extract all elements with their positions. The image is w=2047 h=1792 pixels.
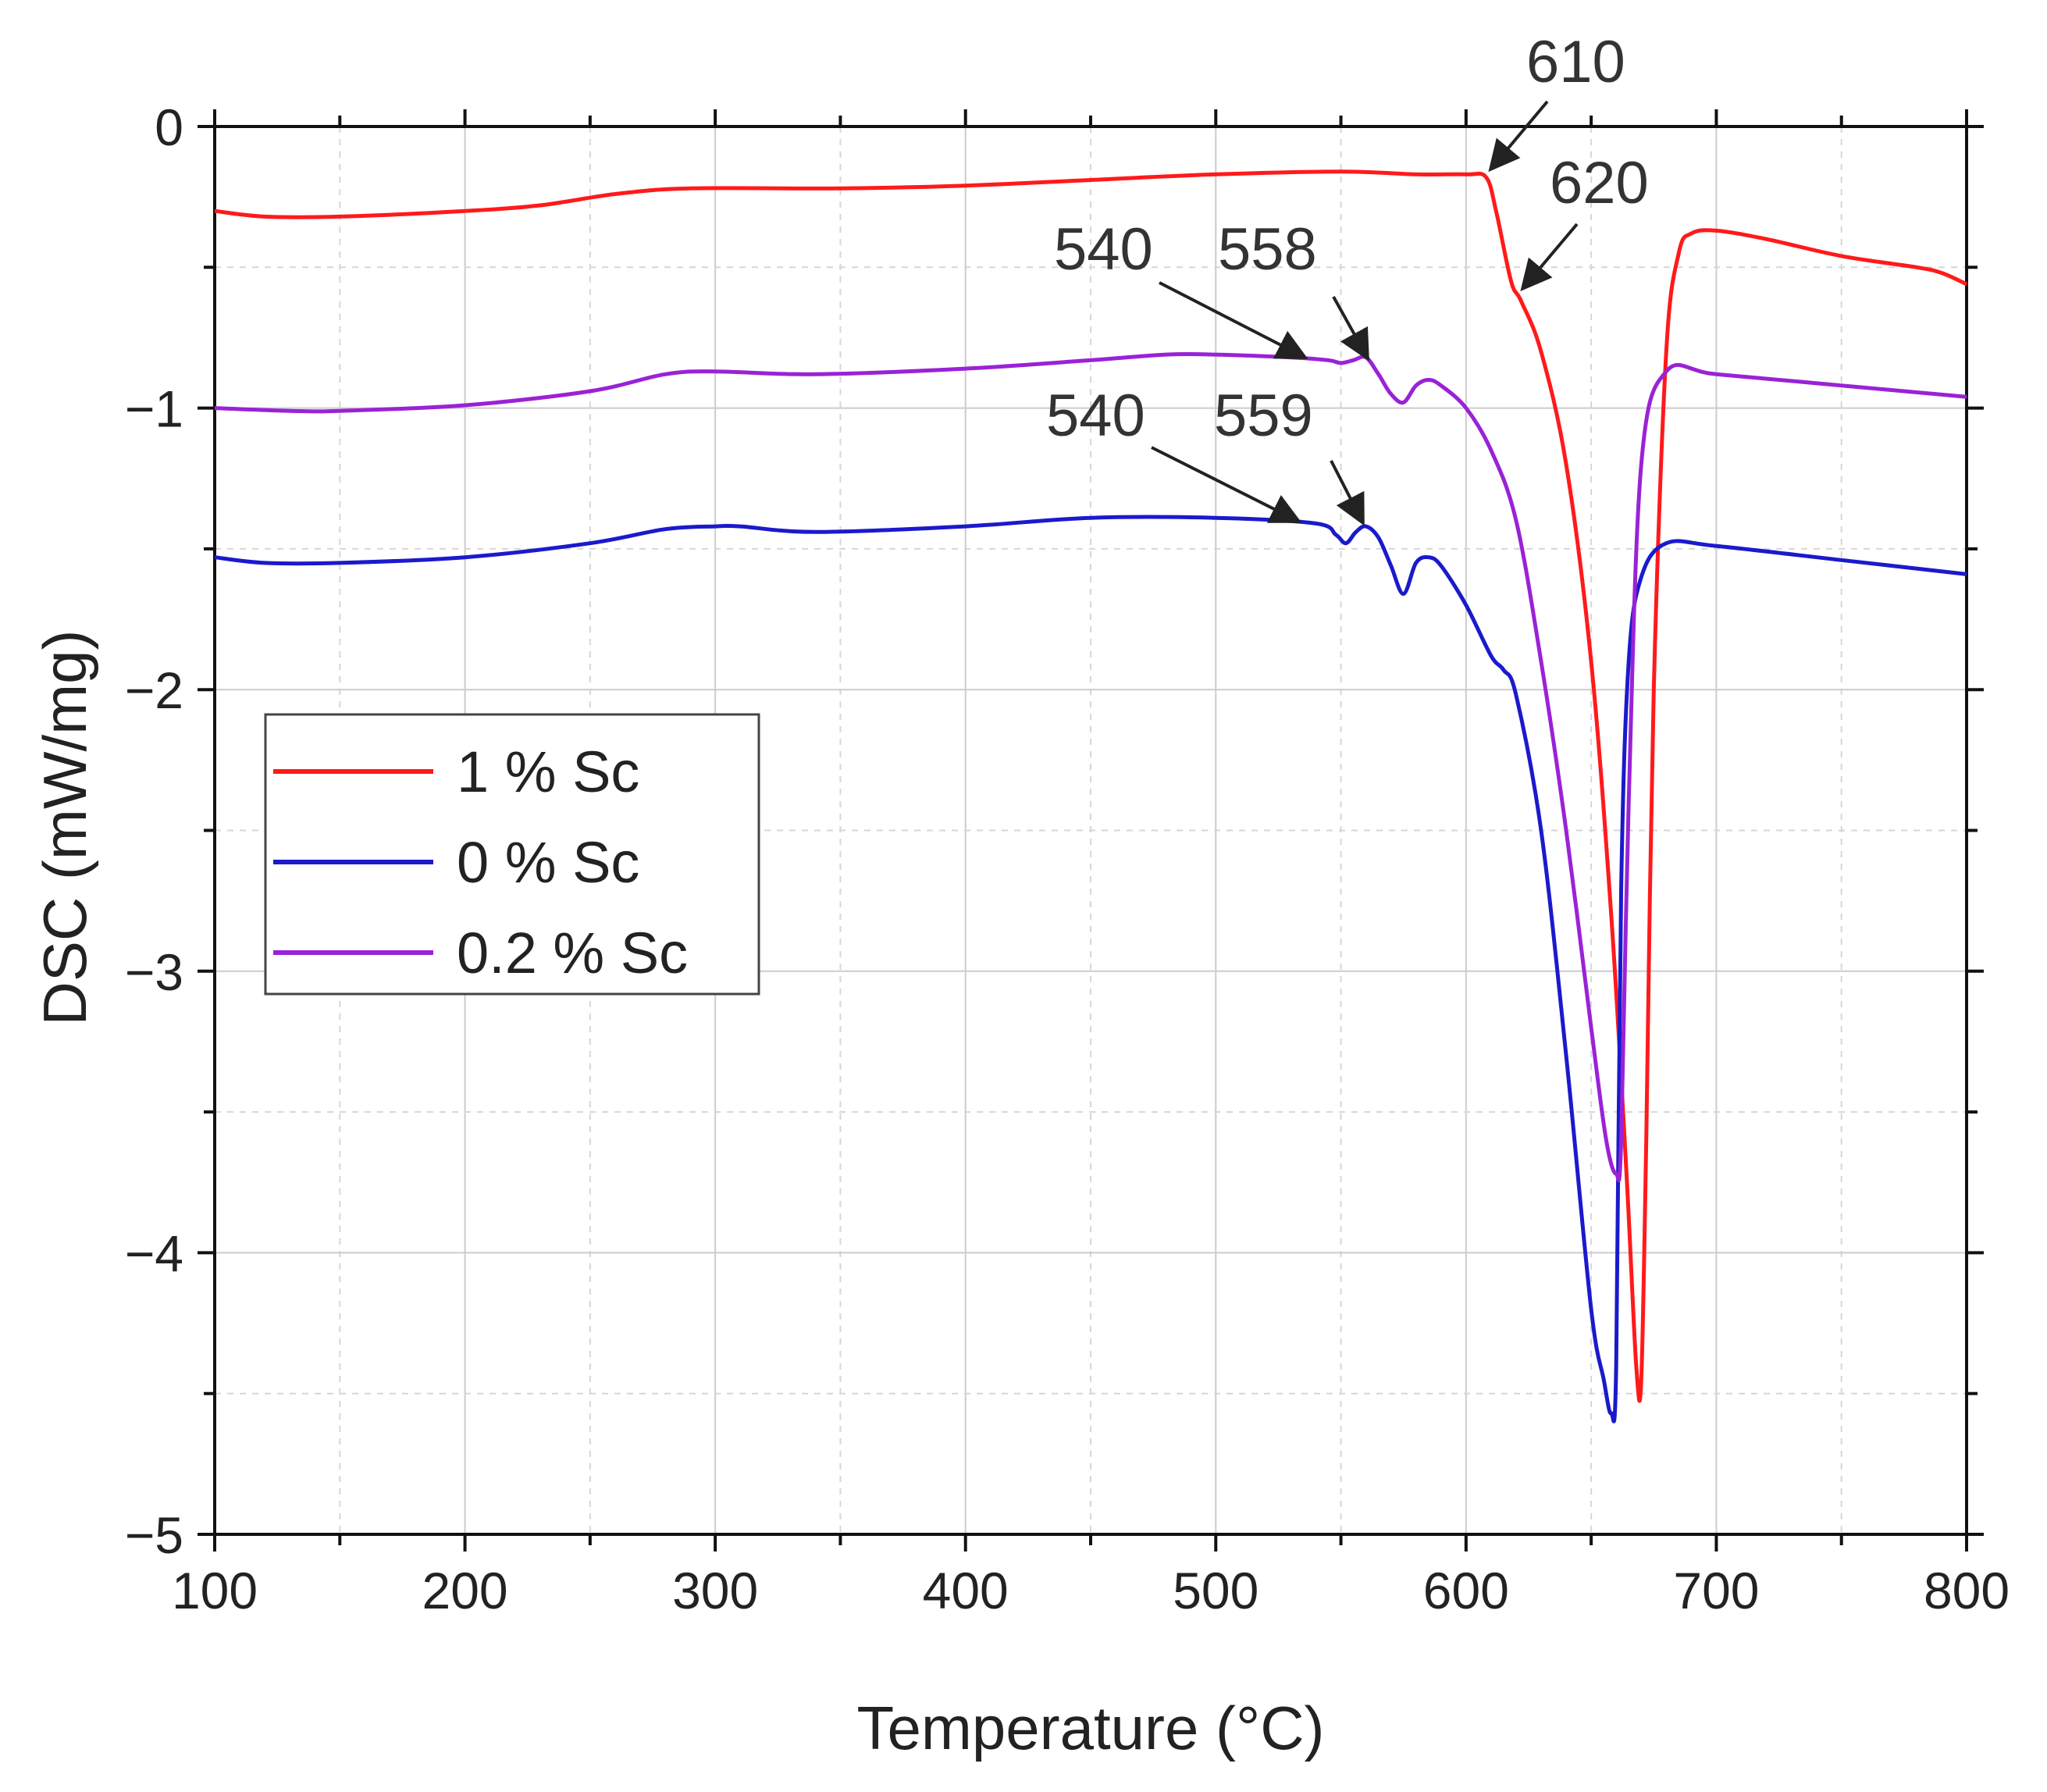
- y-tick-label: −4: [125, 1224, 183, 1282]
- x-tick-label: 700: [1673, 1562, 1759, 1619]
- legend-label: 1 % Sc: [457, 739, 639, 804]
- legend-label: 0.2 % Sc: [457, 921, 688, 985]
- axis-ticks: 100 200 300 400 500 600 700 800 0 −1 −2 −3 −4 −5: [125, 98, 2010, 1619]
- annotation-540: 540: [1046, 383, 1302, 523]
- x-tick-label: 200: [422, 1562, 508, 1619]
- annotation-label: 540: [1054, 216, 1153, 283]
- x-tick-label: 100: [172, 1562, 258, 1619]
- y-tick-label: −1: [125, 380, 183, 438]
- x-tick-label: 400: [923, 1562, 1009, 1619]
- annotation-label: 559: [1214, 383, 1313, 449]
- annotation-arrow: [1332, 296, 1369, 362]
- legend-box: [264, 713, 760, 996]
- annotation-559: 559: [1214, 383, 1365, 526]
- x-axis-title: Temperature (°C): [856, 1694, 1324, 1762]
- y-tick-label: 0: [155, 98, 183, 156]
- annotation-558: 558: [1218, 216, 1369, 362]
- y-axis-title: DSC (mW/mg): [30, 630, 99, 1026]
- annotation-label: 540: [1046, 383, 1145, 449]
- annotation-label: 610: [1526, 29, 1625, 95]
- x-tick-label: 600: [1423, 1562, 1509, 1619]
- series-lines: [214, 169, 1968, 1423]
- series-line-0-2-sc: [214, 351, 1967, 1183]
- y-tick-label: −5: [125, 1506, 183, 1564]
- annotation-arrow: [1159, 281, 1308, 359]
- annotation-610: 610: [1488, 29, 1625, 173]
- x-tick-label: 300: [672, 1562, 758, 1619]
- y-tick-label: −2: [125, 661, 183, 719]
- annotation-arrow: [1488, 100, 1549, 173]
- series-line-0-sc: [214, 515, 1967, 1423]
- x-tick-label: 800: [1924, 1562, 2010, 1619]
- x-tick-label: 500: [1173, 1562, 1258, 1619]
- legend: 1 % Sc 0 % Sc 0.2 % Sc: [264, 713, 760, 996]
- peak-annotations: 610 620 540 558 540 559: [1046, 29, 1649, 526]
- y-tick-label: −3: [125, 943, 183, 1001]
- annotation-arrow: [1330, 460, 1365, 526]
- annotation-arrow: [1151, 446, 1302, 523]
- annotation-620: 620: [1520, 150, 1649, 292]
- annotation-label: 620: [1550, 150, 1649, 216]
- annotation-540: 540: [1054, 216, 1308, 359]
- legend-label: 0 % Sc: [457, 830, 639, 895]
- series-line-1-sc: [214, 169, 1968, 1403]
- annotation-arrow: [1520, 223, 1579, 292]
- annotation-label: 558: [1218, 216, 1317, 283]
